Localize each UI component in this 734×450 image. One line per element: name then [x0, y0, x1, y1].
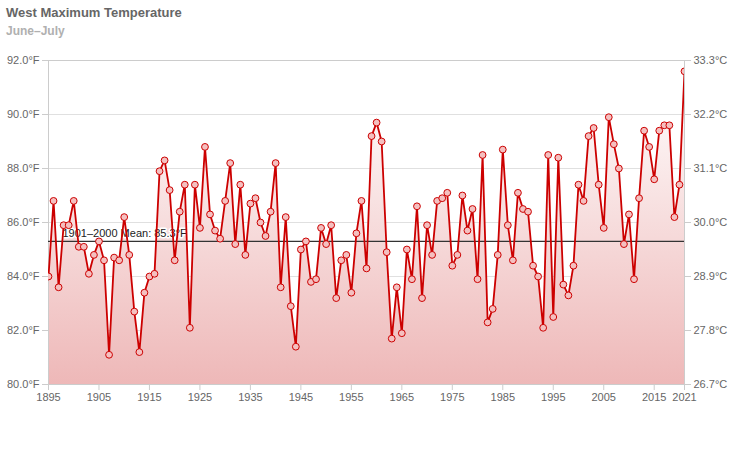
svg-text:1945: 1945: [289, 391, 313, 403]
svg-text:1955: 1955: [339, 391, 363, 403]
svg-text:86.0°F: 86.0°F: [7, 216, 40, 228]
svg-text:27.8°C: 27.8°C: [694, 324, 728, 336]
svg-text:1905: 1905: [87, 391, 111, 403]
svg-text:84.0°F: 84.0°F: [7, 270, 40, 282]
svg-text:30.0°C: 30.0°C: [694, 216, 728, 228]
svg-text:1985: 1985: [491, 391, 515, 403]
html-text:June–July: June–July: [6, 24, 65, 38]
svg-text:1975: 1975: [440, 391, 464, 403]
svg-text:80.0°F: 80.0°F: [7, 378, 40, 390]
svg-text:1901–2000 Mean: 85.3°F: 1901–2000 Mean: 85.3°F: [63, 227, 188, 239]
svg-text:1935: 1935: [238, 391, 262, 403]
svg-text:1895: 1895: [36, 391, 60, 403]
svg-text:82.0°F: 82.0°F: [7, 324, 40, 336]
svg-text:2005: 2005: [591, 391, 615, 403]
html-text:West Maximum Temperature: West Maximum Temperature: [6, 5, 182, 20]
svg-text:26.7°C: 26.7°C: [694, 378, 728, 390]
svg-text:92.0°F: 92.0°F: [7, 54, 40, 66]
svg-text:1915: 1915: [137, 391, 161, 403]
svg-text:28.9°C: 28.9°C: [694, 270, 728, 282]
svg-text:33.3°C: 33.3°C: [694, 54, 728, 66]
svg-text:1995: 1995: [541, 391, 565, 403]
svg-text:88.0°F: 88.0°F: [7, 162, 40, 174]
svg-text:31.1°C: 31.1°C: [694, 162, 728, 174]
svg-text:1925: 1925: [188, 391, 212, 403]
svg-text:32.2°C: 32.2°C: [694, 108, 728, 120]
svg-text:90.0°F: 90.0°F: [7, 108, 40, 120]
svg-text:2021: 2021: [672, 391, 696, 403]
svg-text:1965: 1965: [390, 391, 414, 403]
svg-text:2015: 2015: [642, 391, 666, 403]
